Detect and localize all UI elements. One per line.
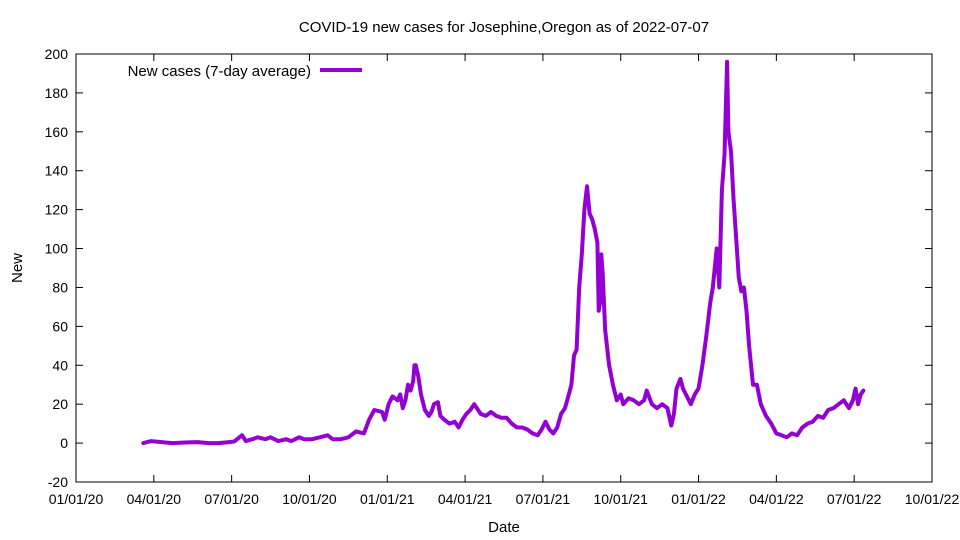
- series-layer: [141, 59, 866, 446]
- legend-label: New cases (7-day average): [128, 63, 311, 80]
- x-tick-label: 04/01/21: [438, 491, 493, 507]
- x-tick-label: 07/01/21: [516, 491, 571, 507]
- y-tick-label: 120: [45, 202, 69, 218]
- x-tick-label: 01/01/21: [360, 491, 415, 507]
- y-tick-label: 100: [45, 241, 69, 257]
- x-tick-label: 04/01/20: [127, 491, 182, 507]
- y-tick-label: 160: [45, 124, 69, 140]
- y-tick-label: 0: [60, 435, 68, 451]
- x-tick-label: 10/01/22: [905, 491, 960, 507]
- legend: New cases (7-day average): [128, 63, 362, 80]
- y-tick-label: 20: [52, 396, 68, 412]
- y-tick-label: 200: [45, 46, 69, 62]
- x-tick-label: 10/01/20: [282, 491, 337, 507]
- y-tick-label: 80: [52, 279, 68, 295]
- y-tick-label: -20: [48, 474, 68, 490]
- y-tick-label: 40: [52, 357, 68, 373]
- x-tick-label: 04/01/22: [749, 491, 804, 507]
- series-line: [141, 59, 866, 446]
- x-axis: 01/01/20 04/01/20 07/01/20 10/01/20 01/01/21…: [49, 54, 960, 507]
- y-axis: -20 0 20 40 60 80 100 120 140 160 180 200: [45, 46, 932, 490]
- x-tick-label: 07/01/22: [827, 491, 882, 507]
- y-axis-title: New: [9, 253, 26, 283]
- x-tick-label: 01/01/22: [671, 491, 726, 507]
- y-tick-label: 60: [52, 318, 68, 334]
- y-tick-label: 140: [45, 163, 69, 179]
- y-tick-label: 180: [45, 85, 69, 101]
- x-tick-label: 10/01/21: [593, 491, 648, 507]
- x-tick-label: 01/01/20: [49, 491, 104, 507]
- x-axis-title: Date: [488, 519, 520, 536]
- plot-frame: [75, 53, 933, 483]
- chart-title: COVID-19 new cases for Josephine,Oregon …: [299, 19, 709, 36]
- x-tick-label: 07/01/20: [204, 491, 259, 507]
